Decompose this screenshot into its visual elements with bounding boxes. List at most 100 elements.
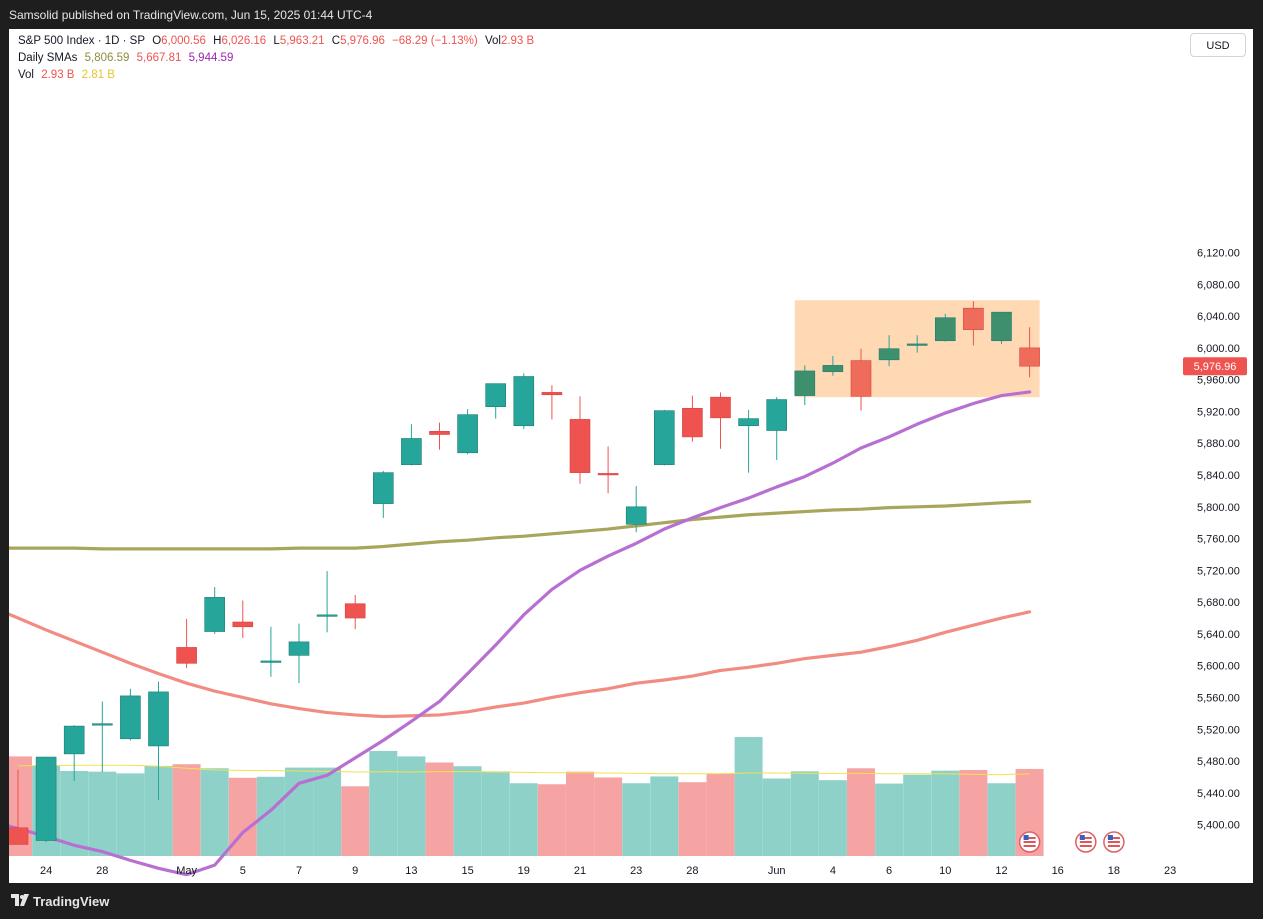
candle[interactable] [738, 409, 759, 473]
candle[interactable] [1019, 327, 1040, 378]
candle[interactable] [653, 409, 675, 466]
candle-body [963, 307, 984, 330]
legend-volume[interactable]: Vol 2.93 B 2.81 B [18, 69, 119, 81]
candle-body [401, 438, 422, 465]
volume-bar[interactable] [341, 786, 370, 856]
candle-body [344, 603, 366, 619]
last-price-badge[interactable]: 5,976.96 [1183, 357, 1247, 376]
candle[interactable] [316, 571, 338, 633]
candle[interactable] [934, 313, 956, 342]
volume-bar[interactable] [453, 766, 482, 856]
sma-200-line[interactable] [9, 499, 1032, 551]
sma-100-line[interactable] [9, 610, 1032, 719]
volume-ma-line[interactable] [17, 764, 1030, 776]
legend-open: 6,000.56 [161, 35, 206, 47]
candle-body [429, 431, 450, 435]
candle[interactable] [401, 424, 422, 466]
candle[interactable] [906, 335, 928, 353]
candle[interactable] [372, 471, 394, 518]
volume-bar[interactable] [313, 767, 342, 856]
us-flag-icon[interactable] [1075, 831, 1097, 853]
volume-bar[interactable] [790, 771, 819, 856]
us-flag-icon[interactable] [1018, 831, 1041, 853]
candle[interactable] [485, 383, 507, 419]
candle[interactable] [148, 681, 169, 800]
legend-sma-20: 5,944.59 [188, 52, 234, 64]
volume-bar[interactable] [650, 776, 679, 856]
candle[interactable] [429, 422, 450, 450]
y-tick-label: 6,120.00 [1197, 248, 1240, 260]
volume-bar[interactable] [931, 770, 960, 856]
tradingview-logo-icon[interactable] [11, 893, 29, 907]
candle[interactable] [63, 725, 85, 781]
volume-bar[interactable] [397, 756, 426, 856]
chart-canvas[interactable]: 5,400.00 5,440.00 5,480.00 5,520.00 5,560.00… [9, 29, 1253, 883]
candle[interactable] [176, 618, 197, 669]
candle[interactable] [344, 594, 366, 630]
volume-bar[interactable] [734, 737, 763, 856]
candle[interactable] [822, 355, 844, 376]
legend-volume-value: 2.93 B [41, 69, 75, 81]
volume-bar[interactable] [172, 764, 201, 856]
volume-bar[interactable] [566, 771, 594, 856]
candle[interactable] [963, 301, 984, 346]
candle[interactable] [991, 311, 1012, 344]
volume-bar[interactable] [622, 783, 651, 856]
volume-bar[interactable] [88, 771, 117, 856]
volume-bar[interactable] [369, 750, 398, 856]
legend-volume-label: Vol [18, 69, 34, 81]
candle[interactable] [92, 701, 113, 773]
candle[interactable] [625, 486, 647, 533]
sma-20-line[interactable] [9, 390, 1032, 877]
candle[interactable] [457, 409, 478, 455]
candle[interactable] [232, 600, 254, 638]
us-flag-icon[interactable] [1103, 831, 1125, 853]
candle-body [991, 311, 1012, 342]
volume-bar[interactable] [987, 783, 1016, 856]
volume-bar[interactable] [509, 783, 538, 856]
candle[interactable] [878, 335, 900, 367]
volume-bar[interactable] [678, 782, 707, 856]
candle[interactable] [682, 395, 703, 442]
candle[interactable] [597, 446, 619, 494]
volume-bar[interactable] [425, 762, 454, 857]
candle[interactable] [260, 626, 282, 677]
legend-ohlc[interactable]: S&P 500 Index · 1D · SP O6,000.56 H6,026… [18, 35, 538, 47]
volume-bar[interactable] [847, 768, 875, 856]
volume-bar[interactable] [537, 784, 566, 856]
candle[interactable] [9, 769, 29, 845]
candle[interactable] [850, 348, 872, 411]
candle[interactable] [513, 373, 535, 429]
volume-bar[interactable] [116, 773, 145, 856]
volume-bar[interactable] [903, 774, 932, 856]
legend-high: 6,026.16 [221, 35, 267, 47]
volume-bar[interactable] [200, 768, 229, 856]
candle[interactable] [710, 392, 731, 449]
volume-bar[interactable] [818, 780, 847, 856]
candle[interactable] [120, 688, 141, 741]
volume-bar[interactable] [762, 778, 791, 856]
y-tick-label: 6,000.00 [1197, 343, 1240, 355]
candle[interactable] [794, 365, 816, 406]
candle-body [35, 756, 57, 841]
candle[interactable] [35, 756, 57, 843]
legend-low: 5,963.21 [279, 35, 325, 47]
volume-bar[interactable] [594, 777, 623, 856]
candle-body [63, 725, 85, 755]
candle[interactable] [569, 396, 591, 484]
candle[interactable] [288, 623, 310, 684]
candle[interactable] [766, 397, 788, 460]
chart-frame[interactable]: 5,400.00 5,440.00 5,480.00 5,520.00 5,560.00… [9, 29, 1253, 883]
volume-bar[interactable] [706, 773, 735, 856]
candle-body [625, 506, 647, 525]
legend-smas[interactable]: Daily SMAs 5,806.59 5,667.81 5,944.59 [18, 52, 237, 64]
x-tick-label: 18 [1108, 865, 1120, 877]
legend-close: 5,976.96 [340, 35, 385, 47]
volume-bar[interactable] [959, 769, 988, 856]
currency-button[interactable]: USD [1190, 33, 1246, 57]
volume-bar[interactable] [875, 783, 904, 856]
legend-low-label: L [273, 35, 280, 47]
volume-bar[interactable] [481, 771, 510, 856]
candle[interactable] [204, 587, 225, 634]
candle[interactable] [541, 385, 563, 420]
